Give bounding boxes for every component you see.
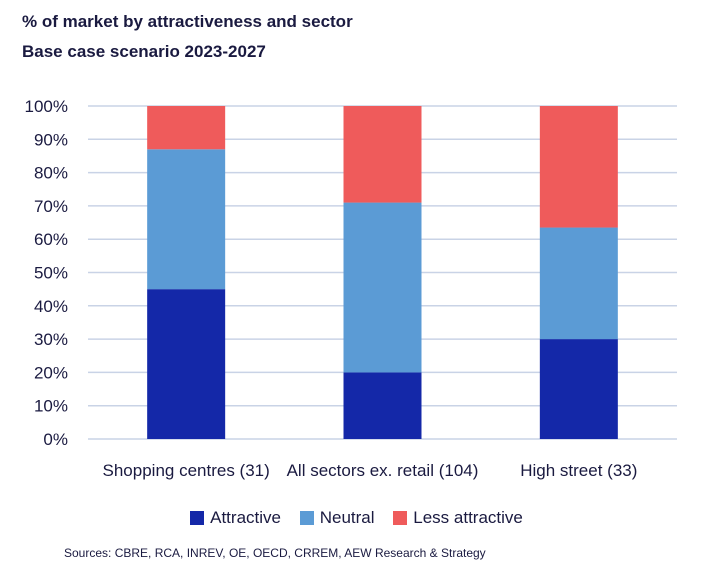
y-tick-label: 70% <box>34 197 68 216</box>
x-tick-label: Shopping centres (31) <box>103 461 270 480</box>
stacked-bar-chart: 0% 10% 20% 30% 40% 50% 60% 70% 80% 90% 100% Shoppin… <box>25 97 677 480</box>
bar-segment-neutral <box>539 227 618 340</box>
legend-swatch-less-attractive <box>393 511 408 525</box>
legend-item-less-attractive: Less attractive <box>393 508 523 528</box>
y-tick-label: 50% <box>34 264 68 283</box>
legend-label-neutral: Neutral <box>319 508 375 527</box>
legend-label-less-attractive: Less attractive <box>413 508 523 527</box>
y-tick-label: 0% <box>43 430 68 449</box>
bar-segment-attractive <box>539 339 618 439</box>
chart-subtitle: Base case scenario 2023-2027 <box>22 42 266 61</box>
y-tick-label: 30% <box>34 330 68 349</box>
y-tick-label: 90% <box>34 130 68 149</box>
bar-segment-neutral <box>147 149 226 290</box>
y-tick-label: 40% <box>34 297 68 316</box>
y-tick-label: 100% <box>25 97 68 116</box>
x-tick-label: High street (33) <box>520 461 637 480</box>
bar-segment-attractive <box>343 372 422 439</box>
y-tick-label: 20% <box>34 363 68 382</box>
chart-title: % of market by attractiveness and sector <box>22 12 353 31</box>
x-tick-label: All sectors ex. retail (104) <box>287 461 479 480</box>
bar-segment-neutral <box>343 202 422 373</box>
legend-item-neutral: Neutral <box>299 508 375 528</box>
legend-label-attractive: Attractive <box>210 508 281 527</box>
y-tick-label: 10% <box>34 397 68 416</box>
legend-swatch-attractive <box>190 511 205 525</box>
bar-segment-less-attractive <box>539 106 618 228</box>
legend: Attractive Neutral Less attractive <box>0 508 713 530</box>
y-tick-label: 60% <box>34 230 68 249</box>
legend-swatch-neutral <box>299 511 314 525</box>
bar-segment-less-attractive <box>343 106 422 203</box>
source-note: Sources: CBRE, RCA, INREV, OE, OECD, CRR… <box>64 546 486 560</box>
y-tick-label: 80% <box>34 164 68 183</box>
bar-segment-less-attractive <box>147 106 226 150</box>
bar-segment-attractive <box>147 289 226 439</box>
legend-item-attractive: Attractive <box>190 508 281 528</box>
